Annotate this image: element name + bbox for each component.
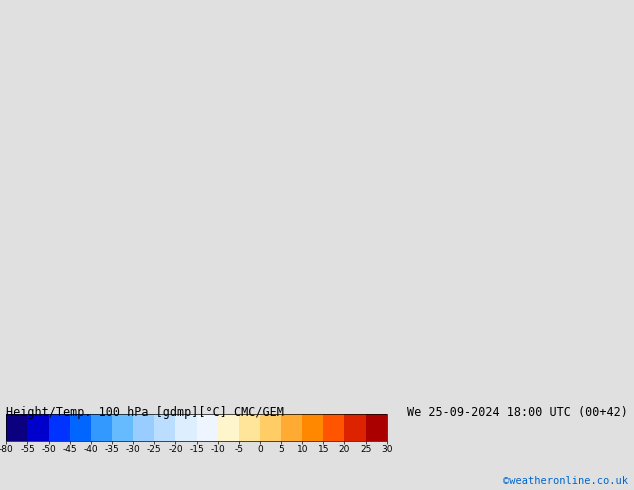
Text: ©weatheronline.co.uk: ©weatheronline.co.uk [503, 476, 628, 486]
Text: We 25-09-2024 18:00 UTC (00+42): We 25-09-2024 18:00 UTC (00+42) [407, 406, 628, 419]
Text: Height/Temp. 100 hPa [gdmp][°C] CMC/GEM: Height/Temp. 100 hPa [gdmp][°C] CMC/GEM [6, 406, 284, 419]
